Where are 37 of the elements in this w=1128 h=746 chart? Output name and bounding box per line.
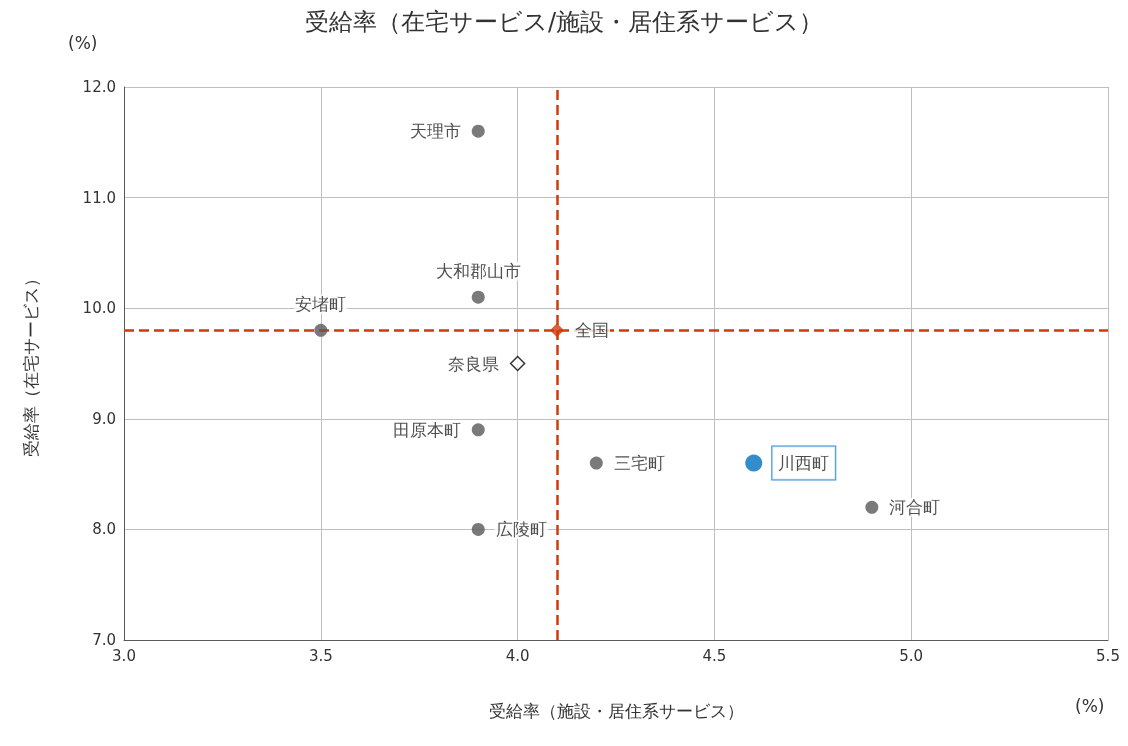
chart-title: 受給率（在宅サービス/施設・居住系サービス） [304,8,824,36]
x-axis-title: 受給率（施設・居住系サービス） [488,700,744,721]
x-tick-label: 3.0 [112,646,136,665]
y-tick-label: 8.0 [92,520,116,539]
point [471,423,485,437]
point [471,124,485,138]
series-label: 田原本町 [392,419,461,440]
y-tick-label: 9.0 [92,409,116,428]
x-tick-label: 4.5 [702,646,727,665]
x-tick-label: 5.0 [899,646,924,665]
y-tick-label: 11.0 [82,188,116,207]
text: (%) [68,32,98,53]
series-label: 天理市 [409,121,461,142]
series-label: 奈良県 [447,353,499,374]
x-tick-label: 4.0 [505,646,530,665]
point [471,290,485,304]
series-label: 大和郡山市 [435,261,521,282]
series-label: 川西町 [778,453,830,474]
y-tick-label: 10.0 [82,299,116,318]
series-label: 全国 [574,320,609,341]
point [589,456,603,470]
point [471,522,485,536]
series-label: 河合町 [889,497,941,518]
x-tick-label: 3.5 [308,646,333,665]
point [314,323,328,337]
series-label: 三宅町 [613,453,665,474]
x-tick-label: 5.5 [1096,646,1120,665]
text: (%) [1075,695,1105,716]
point [745,454,763,472]
y-tick-label: 12.0 [82,78,116,96]
point [549,323,564,338]
series-label: 広陵町 [495,519,547,540]
series-label: 安堵町 [295,294,347,315]
y-tick-label: 7.0 [92,631,116,649]
y-axis-title: 受給率（在宅サービス） [20,270,41,457]
point [865,500,879,514]
point [509,355,526,372]
